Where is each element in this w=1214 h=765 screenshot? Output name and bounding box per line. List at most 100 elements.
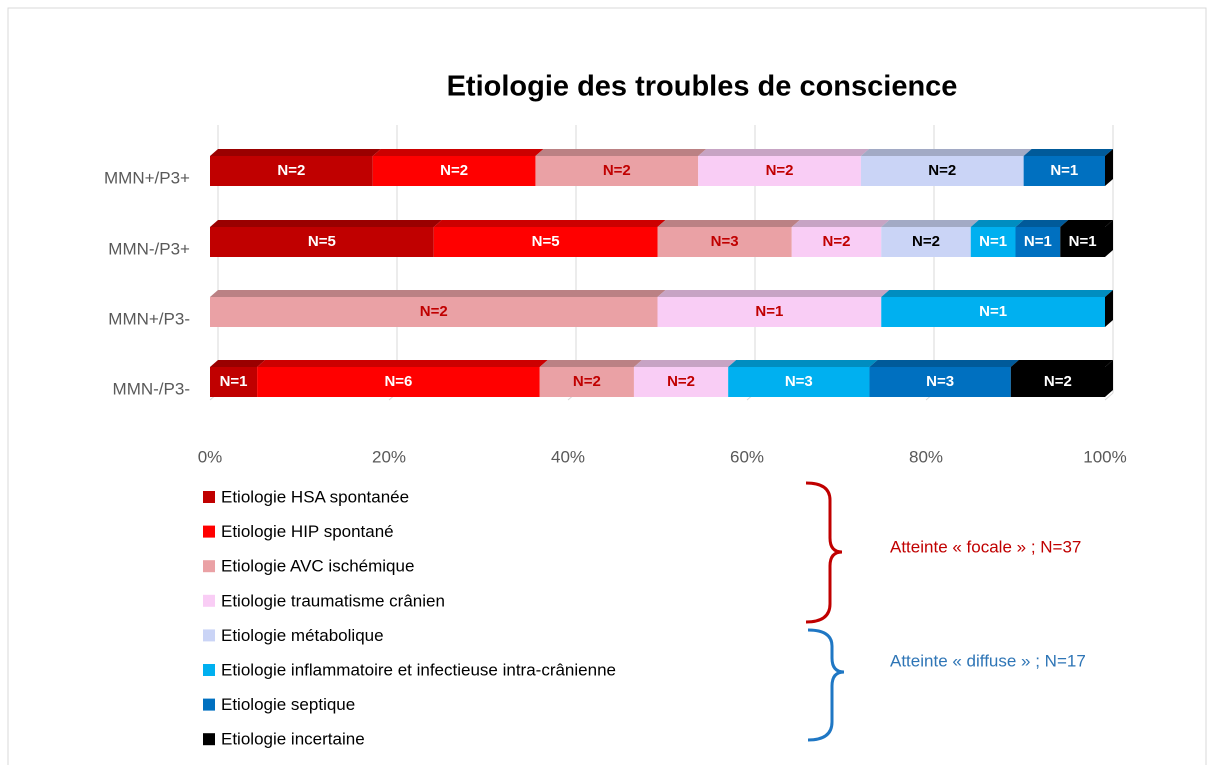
bar-top	[881, 290, 1113, 297]
data-label: N=1	[1069, 233, 1097, 250]
y-tick-label: MMN-/P3+	[108, 239, 190, 258]
data-label: N=3	[926, 373, 954, 390]
bar-top	[539, 360, 642, 367]
data-label: N=1	[1024, 233, 1052, 250]
bar	[1023, 156, 1105, 186]
data-label: N=1	[220, 373, 248, 390]
legend-label: Etiologie incertaine	[221, 730, 365, 749]
legend-label: Etiologie HIP spontané	[221, 522, 394, 541]
chart-title: Etiologie des troubles de conscience	[447, 71, 958, 103]
bar	[970, 227, 1016, 257]
x-tick-label: 0%	[198, 447, 223, 466]
data-label: N=2	[573, 373, 601, 390]
data-label: N=1	[979, 303, 1007, 320]
bar-top	[372, 149, 544, 156]
x-tick-label: 80%	[909, 447, 943, 466]
bar	[633, 367, 729, 397]
data-label: N=6	[384, 373, 412, 390]
data-label: N=2	[420, 303, 448, 320]
data-label: N=1	[1050, 162, 1078, 179]
bar-side	[1105, 290, 1113, 327]
bar-top	[1015, 220, 1069, 227]
bar	[881, 227, 971, 257]
legend-swatch	[203, 491, 215, 503]
bar	[657, 297, 882, 327]
legend-swatch	[203, 594, 215, 607]
bar	[539, 367, 634, 397]
annotation-focal: Atteinte « focale » ; N=37	[890, 537, 1081, 556]
legend-swatch	[203, 560, 215, 573]
x-tick-label: 60%	[730, 447, 764, 466]
bar-top	[728, 360, 878, 367]
bar	[881, 297, 1105, 327]
bar	[860, 156, 1024, 186]
y-tick-label: MMN+/P3+	[104, 168, 190, 187]
data-label: N=2	[823, 233, 851, 250]
bar-top	[860, 149, 1032, 156]
bar	[657, 227, 792, 257]
data-label: N=2	[766, 162, 794, 179]
bar-side	[1105, 220, 1113, 257]
data-label: N=2	[1044, 373, 1072, 390]
bar-top	[970, 220, 1024, 227]
bar	[257, 367, 540, 397]
bar-top	[1060, 220, 1113, 227]
bar-top	[210, 149, 381, 156]
legend-label: Etiologie métabolique	[221, 626, 384, 645]
bar	[210, 297, 658, 327]
bar	[210, 227, 434, 257]
bar-top	[881, 220, 979, 227]
legend-label: Etiologie traumatisme crânien	[221, 591, 445, 610]
data-label: N=2	[928, 162, 956, 179]
bar-top	[657, 290, 890, 297]
y-tick-label: MMN-/P3-	[113, 379, 190, 398]
bar	[1010, 367, 1105, 397]
data-label: N=3	[785, 373, 813, 390]
bar	[1060, 227, 1105, 257]
data-label: N=1	[979, 233, 1007, 250]
bar	[372, 156, 536, 186]
data-label: N=2	[603, 162, 631, 179]
bar	[210, 367, 258, 397]
legend-swatch	[203, 698, 215, 711]
bar-top	[698, 149, 869, 156]
bar-top	[791, 220, 890, 227]
data-label: N=3	[711, 233, 739, 250]
bar-top	[1010, 360, 1113, 367]
legend-label: Etiologie septique	[221, 695, 355, 714]
x-tick-label: 40%	[551, 447, 585, 466]
bar	[1015, 227, 1061, 257]
legend-label: Etiologie inflammatoire et infectieuse i…	[221, 660, 616, 679]
brace-diffuse	[807, 628, 845, 742]
brace-focal	[805, 481, 843, 624]
legend-label: Etiologie HSA spontanée	[221, 487, 409, 506]
data-label: N=2	[667, 373, 695, 390]
bar	[698, 156, 861, 186]
annotation-diffuse: Atteinte « diffuse » ; N=17	[890, 651, 1086, 670]
data-label: N=2	[912, 233, 940, 250]
legend-swatch	[203, 664, 215, 676]
bar-top	[535, 149, 707, 156]
bar	[869, 367, 1011, 397]
bar-top	[869, 360, 1019, 367]
legend-swatch	[203, 525, 215, 538]
bar-top	[210, 360, 266, 367]
bar	[210, 156, 373, 186]
bar-top	[210, 290, 666, 297]
legend-swatch	[203, 629, 215, 642]
data-label: N=1	[755, 303, 783, 320]
bar-top	[1023, 149, 1113, 156]
legend-swatch	[203, 733, 215, 746]
bar-top	[433, 220, 666, 227]
bar-top	[657, 220, 800, 227]
x-tick-label: 20%	[372, 447, 406, 466]
data-label: N=2	[440, 162, 468, 179]
bar-side	[1105, 360, 1113, 397]
legend-label: Etiologie AVC ischémique	[221, 557, 414, 576]
bar	[433, 227, 658, 257]
bar	[728, 367, 870, 397]
data-label: N=5	[308, 233, 336, 250]
data-label: N=2	[277, 162, 305, 179]
x-tick-label: 100%	[1083, 447, 1126, 466]
